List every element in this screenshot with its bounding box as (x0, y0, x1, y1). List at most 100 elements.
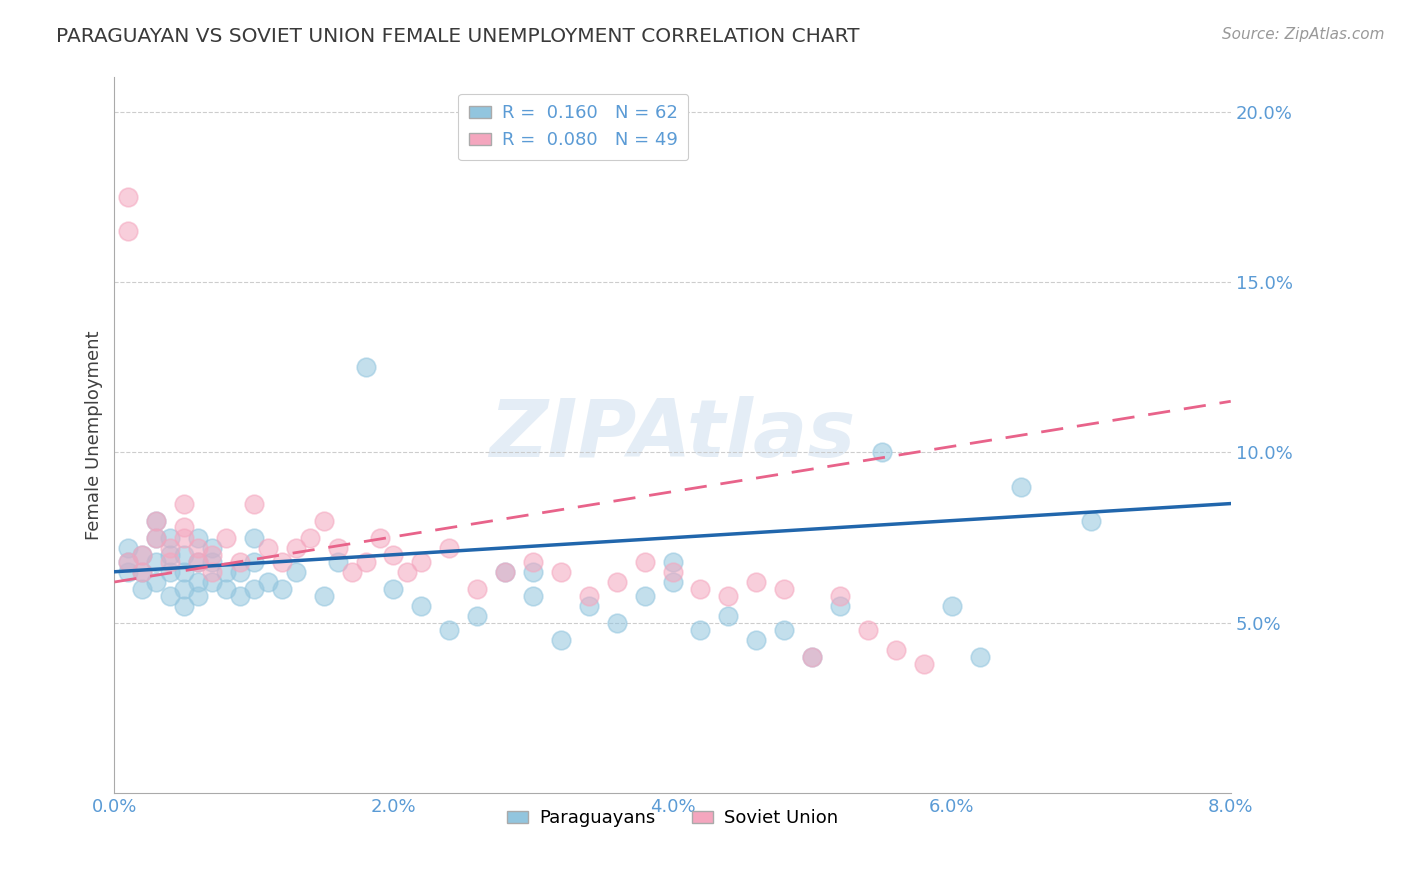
Point (131, 548, 153, 562)
Point (550, 565, 572, 579)
Point (257, 541, 280, 555)
Point (634, 589, 657, 603)
Point (745, 632, 768, 647)
Point (661, 555, 683, 569)
Point (201, 565, 224, 579)
Point (187, 555, 209, 569)
Point (661, 565, 683, 579)
Point (634, 555, 657, 569)
Point (801, 650, 824, 665)
Point (326, 555, 349, 569)
Point (117, 565, 139, 579)
Point (243, 582, 266, 596)
Point (411, 555, 433, 569)
Point (229, 565, 252, 579)
Y-axis label: Female Unemployment: Female Unemployment (86, 331, 103, 541)
Point (173, 599, 195, 613)
Point (828, 589, 851, 603)
Point (243, 555, 266, 569)
Point (145, 574, 167, 589)
Point (187, 555, 209, 569)
Point (173, 531, 195, 545)
Point (522, 555, 544, 569)
Point (439, 623, 461, 637)
Text: ZIPAtlas: ZIPAtlas (489, 396, 856, 475)
Point (856, 623, 879, 637)
Point (1080, 514, 1102, 528)
Point (382, 548, 405, 562)
Point (159, 531, 181, 545)
Point (312, 589, 335, 603)
Point (187, 541, 209, 555)
Point (801, 650, 824, 665)
Point (382, 582, 405, 596)
Point (717, 589, 740, 603)
Point (494, 565, 516, 579)
Point (522, 565, 544, 579)
Point (1010, 479, 1032, 493)
Point (312, 514, 335, 528)
Point (522, 589, 544, 603)
Point (159, 589, 181, 603)
Point (117, 224, 139, 238)
Point (173, 565, 195, 579)
Legend: Paraguayans, Soviet Union: Paraguayans, Soviet Union (499, 802, 845, 834)
Point (201, 555, 224, 569)
Text: PARAGUAYAN VS SOVIET UNION FEMALE UNEMPLOYMENT CORRELATION CHART: PARAGUAYAN VS SOVIET UNION FEMALE UNEMPL… (56, 27, 859, 45)
Point (717, 609, 740, 624)
Point (187, 531, 209, 545)
Point (131, 565, 153, 579)
Point (368, 531, 391, 545)
Point (411, 599, 433, 613)
Point (243, 497, 266, 511)
Point (354, 360, 377, 375)
Point (173, 548, 195, 562)
Point (396, 565, 419, 579)
Point (884, 643, 907, 657)
Point (284, 565, 307, 579)
Point (969, 650, 991, 665)
Point (215, 582, 238, 596)
Point (870, 445, 893, 459)
Point (243, 531, 266, 545)
Point (578, 589, 600, 603)
Point (257, 574, 280, 589)
Point (215, 531, 238, 545)
Point (284, 541, 307, 555)
Point (187, 574, 209, 589)
Point (912, 657, 935, 671)
Point (201, 574, 224, 589)
Point (145, 514, 167, 528)
Point (550, 632, 572, 647)
Point (745, 574, 768, 589)
Point (173, 582, 195, 596)
Point (117, 555, 139, 569)
Point (354, 555, 377, 569)
Point (201, 548, 224, 562)
Point (201, 541, 224, 555)
Point (270, 582, 292, 596)
Point (340, 565, 363, 579)
Point (159, 555, 181, 569)
Point (465, 582, 488, 596)
Point (131, 548, 153, 562)
Point (145, 555, 167, 569)
Point (773, 582, 796, 596)
Point (229, 589, 252, 603)
Point (173, 497, 195, 511)
Point (159, 565, 181, 579)
Point (131, 565, 153, 579)
Point (773, 623, 796, 637)
Point (117, 190, 139, 204)
Point (606, 615, 628, 630)
Point (145, 514, 167, 528)
Point (661, 574, 683, 589)
Point (689, 582, 711, 596)
Point (159, 541, 181, 555)
Text: Source: ZipAtlas.com: Source: ZipAtlas.com (1222, 27, 1385, 42)
Point (117, 541, 139, 555)
Point (145, 531, 167, 545)
Point (229, 555, 252, 569)
Point (117, 555, 139, 569)
Point (326, 541, 349, 555)
